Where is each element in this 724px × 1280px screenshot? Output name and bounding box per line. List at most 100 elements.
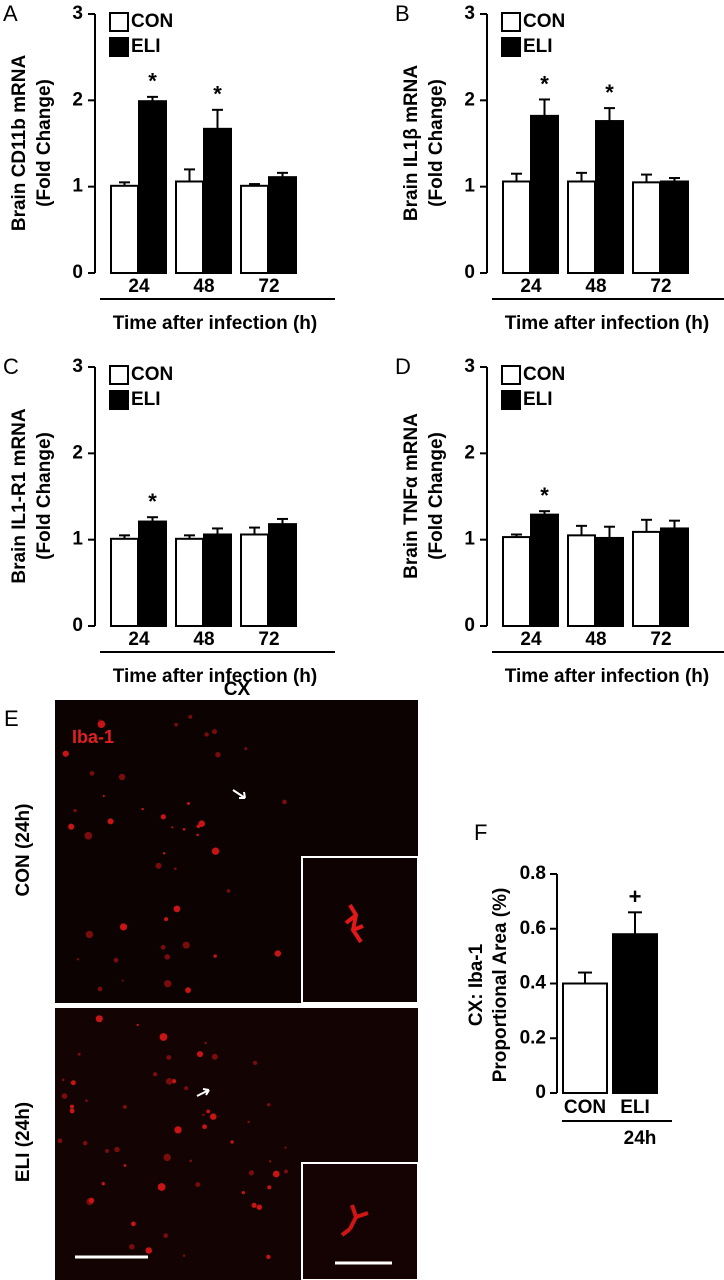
x-tick-label: ELI [620,1097,650,1118]
y-tick-label: 0.4 [520,973,547,994]
cell [131,1221,136,1227]
significance-marker: * [148,69,157,94]
cell [189,1159,193,1163]
cell [159,1033,168,1041]
legend-label: ELI [523,389,553,410]
cell [113,957,119,963]
bar [632,530,661,627]
cell [195,1182,201,1188]
bar [203,533,232,628]
cell [164,917,169,922]
significance-marker: * [605,80,614,105]
cell [73,808,77,813]
x-tick-label: 48 [585,276,606,297]
cell [85,1099,88,1102]
cell [247,1120,250,1124]
cell [68,823,75,830]
cell [230,1140,234,1144]
x-tick-label: 48 [193,629,214,650]
cell [182,941,190,949]
cell [162,852,166,855]
cell [95,1015,103,1023]
cell [248,1170,255,1176]
y-tick-label: 0.2 [520,1027,546,1048]
x-tick-label: 24 [520,276,542,297]
cell [160,944,166,950]
cell [202,1124,207,1130]
x-axis-label: Time after infection (h) [505,666,709,687]
legend-label: CON [523,364,565,385]
cell [107,818,114,825]
x-tick-label: 48 [193,276,214,297]
cell [155,862,162,869]
bar [138,100,167,274]
y-tick-label: 1 [464,529,475,550]
panel-label: F [474,820,487,845]
cell [164,980,172,988]
stain-label: Iba-1 [72,727,114,747]
y-axis-label: (Fold Change) [426,432,447,560]
cell [210,1113,217,1120]
cell [141,807,144,811]
legend-swatch [501,365,521,385]
cell [187,802,191,805]
bar [268,176,297,274]
cell [89,771,95,776]
x-tick-label: 72 [258,276,279,297]
legend-label: ELI [131,389,161,410]
bar [562,982,608,1094]
bar [110,184,139,274]
y-tick-label: 3 [464,356,475,377]
cell [98,719,101,722]
significance-marker: * [148,489,157,514]
cell [69,1108,75,1114]
cell [241,1191,245,1195]
micrograph-panel: E CX Iba-1 CON (24h) ELI (24h) [4,679,419,1280]
cell [184,1086,189,1091]
x-tick-label: 72 [258,629,279,650]
y-axis-label: (Fold Change) [426,79,447,207]
cell [226,889,231,893]
cell [282,799,287,805]
y-axis-label: Brain TNFα mRNA [401,413,422,579]
cell [85,930,94,939]
row-label: CON (24h) [13,804,34,897]
cell [196,1051,204,1058]
cell [206,1109,211,1114]
y-tick-label: 1 [72,176,83,197]
cells [57,714,288,1260]
legend-label: CON [131,364,173,385]
legend-swatch [501,390,521,410]
cell [166,1055,172,1060]
cell [114,1146,120,1153]
y-axis-label: Brain IL1-R1 mRNA [9,408,30,584]
x-tick-label: 24 [128,629,150,650]
legend-label: ELI [523,36,553,57]
cell [57,1138,63,1144]
cell [101,1182,105,1186]
cell [198,820,205,827]
significance-marker: * [213,82,222,107]
bar [502,536,531,627]
cell [145,1247,153,1254]
bar [240,184,269,274]
cell [283,1169,288,1174]
x-tick-label: 72 [650,629,671,650]
cell [97,986,103,992]
cell [272,1170,280,1178]
legend-swatch [109,37,129,57]
y-axis-label: (Fold Change) [34,79,55,207]
cell [62,750,69,757]
arrow [196,1088,210,1097]
y-axis-label: Proportional Area (%) [490,888,511,1083]
cell [84,831,93,840]
legend-label: ELI [131,36,161,57]
bar [567,534,596,627]
y-axis-label: Brain IL1β mRNA [401,65,422,222]
row-label: ELI (24h) [13,1102,34,1182]
significance-marker: * [540,71,549,96]
panel-label: E [4,706,19,731]
bar [567,180,596,274]
y-tick-label: 0.8 [520,863,546,884]
cell [119,923,128,931]
